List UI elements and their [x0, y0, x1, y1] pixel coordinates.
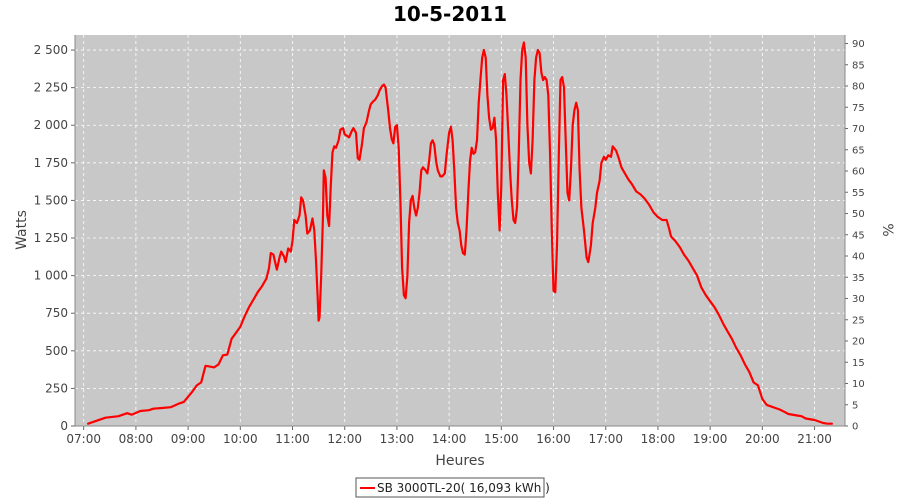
y2-tick-label: 5: [852, 400, 858, 411]
tick-labels: 07:00 08:00 09:00 10:00 11:00 12:00 13:00 14:00…: [34, 39, 865, 446]
x-tick-label: 09:00: [171, 432, 206, 446]
y-tick-label: 1 000: [34, 269, 68, 283]
y2-tick-label: 80: [852, 82, 865, 93]
y-tick-label: 2 500: [34, 43, 68, 57]
legend-label: SB 3000TL-20( 16,093 kWh ): [377, 481, 550, 495]
legend: SB 3000TL-20( 16,093 kWh ): [355, 477, 550, 498]
y2-tick-label: 70: [852, 124, 865, 135]
x-tick-label: 16:00: [536, 432, 571, 446]
x-tick-label: 20:00: [745, 432, 780, 446]
y-tick-label: 500: [45, 344, 68, 358]
y2-tick-label: 20: [852, 337, 865, 348]
y-axis-label: Watts: [14, 210, 30, 250]
x-tick-label: 07:00: [66, 432, 101, 446]
y2-axis-label: %: [879, 223, 895, 236]
x-tick-label: 21:00: [797, 432, 832, 446]
x-axis-label: Heures: [435, 453, 484, 469]
y-tick-label: 1 250: [34, 231, 68, 245]
legend-box: [355, 477, 545, 498]
y-tick-label: 250: [45, 381, 68, 395]
x-tick-label: 17:00: [588, 432, 623, 446]
y2-tick-label: 55: [852, 188, 865, 199]
x-tick-label: 08:00: [119, 432, 154, 446]
y-tick-label: 0: [60, 419, 68, 433]
y2-tick-label: 45: [852, 230, 865, 241]
y-tick-label: 750: [45, 306, 68, 320]
y-tick-label: 1 500: [34, 193, 68, 207]
x-tick-label: 15:00: [484, 432, 519, 446]
y-tick-label: 2 000: [34, 118, 68, 132]
y2-tick-label: 30: [852, 294, 865, 305]
x-tick-label: 14:00: [432, 432, 467, 446]
y2-tick-label: 0: [852, 422, 858, 433]
chart-title: 10-5-2011: [393, 2, 507, 26]
y2-tick-label: 85: [852, 60, 865, 71]
series-layer: [86, 41, 834, 425]
series-line-0: [86, 41, 834, 425]
y2-tick-label: 10: [852, 379, 865, 390]
y2-tick-label: 90: [852, 39, 865, 50]
y2-tick-label: 50: [852, 209, 865, 220]
x-tick-label: 11:00: [275, 432, 310, 446]
x-tick-label: 18:00: [641, 432, 676, 446]
y2-tick-label: 65: [852, 145, 865, 156]
y-tick-label: 1 750: [34, 156, 68, 170]
y2-tick-label: 40: [852, 252, 865, 263]
y-tick-label: 2 250: [34, 81, 68, 95]
y2-tick-label: 25: [852, 315, 865, 326]
y2-tick-label: 15: [852, 358, 865, 369]
y2-tick-label: 60: [852, 167, 865, 178]
y2-tick-label: 75: [852, 103, 865, 114]
x-tick-label: 10:00: [223, 432, 258, 446]
y2-tick-label: 35: [852, 273, 865, 284]
x-tick-label: 12:00: [327, 432, 362, 446]
x-tick-label: 19:00: [693, 432, 728, 446]
axes: [71, 35, 848, 430]
x-tick-label: 13:00: [380, 432, 415, 446]
